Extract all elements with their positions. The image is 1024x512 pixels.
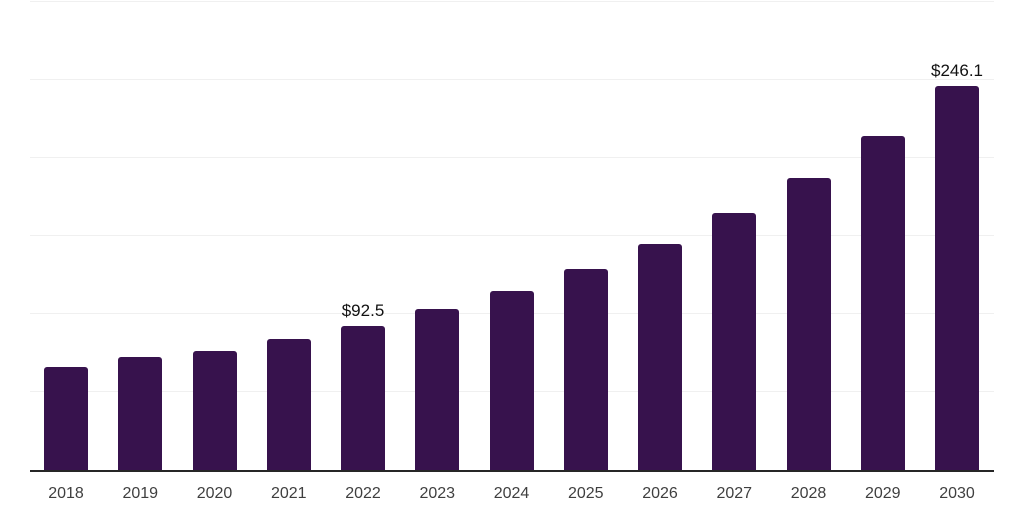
data-label-2030: $246.1 <box>931 61 983 81</box>
x-tick-2023: 2023 <box>419 485 456 502</box>
bar-2023 <box>415 309 460 470</box>
x-tick-2020: 2020 <box>196 485 233 502</box>
x-tick-2029: 2029 <box>864 485 901 502</box>
bar-2019 <box>118 356 163 470</box>
bar-2025 <box>563 268 608 470</box>
data-label-2022: $92.5 <box>341 300 385 320</box>
gridline-150 <box>30 235 994 236</box>
bar-2027 <box>712 213 757 470</box>
bar-2022: $92.5 <box>341 301 385 470</box>
gridline-250 <box>30 79 994 80</box>
x-tick-2028: 2028 <box>790 485 827 502</box>
x-tick-2018: 2018 <box>48 485 84 502</box>
bar-2026 <box>638 243 682 470</box>
bar-2021 <box>266 339 311 470</box>
bar-2030: $246.1 <box>931 61 983 470</box>
x-tick-2030: 2030 <box>939 485 975 502</box>
x-axis-tick-labels: 2018 2019 2020 2021 2022 2023 2024 2025 2026 2027… <box>30 485 994 503</box>
x-tick-2019: 2019 <box>122 485 159 502</box>
bar-2028 <box>786 178 831 470</box>
bar-2029 <box>860 136 905 470</box>
x-tick-2027: 2027 <box>716 485 753 502</box>
bar-2018 <box>44 367 88 470</box>
x-tick-2021: 2021 <box>270 485 307 502</box>
x-tick-2022: 2022 <box>345 485 381 502</box>
plot-area: $92.5 $246.1 <box>30 1 994 472</box>
gridline-200 <box>30 157 994 158</box>
x-tick-2025: 2025 <box>567 485 604 502</box>
bar-2024 <box>489 291 534 470</box>
bars-container: $92.5 $246.1 <box>30 2 994 470</box>
x-tick-2026: 2026 <box>642 485 678 502</box>
gridline-300 <box>30 1 994 2</box>
bar-2020 <box>192 351 237 470</box>
x-tick-2024: 2024 <box>493 485 530 502</box>
